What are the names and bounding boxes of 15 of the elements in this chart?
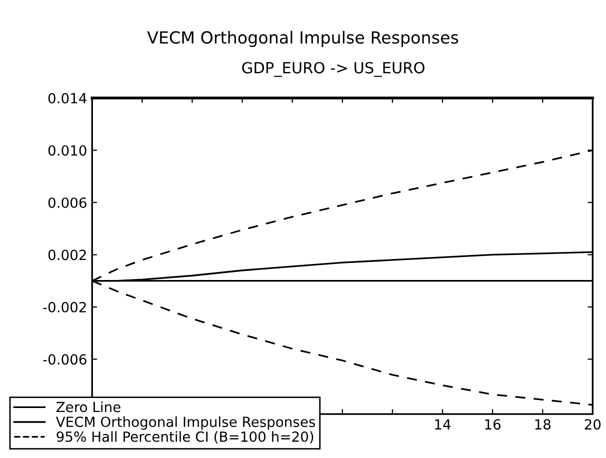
legend-label: VECM Orthogonal Impulse Responses xyxy=(56,416,316,430)
legend-label: Zero Line xyxy=(56,401,120,412)
x-tick-label: 14 xyxy=(435,419,451,430)
x-tick-label: 20 xyxy=(584,419,601,430)
chart-title: VECM Orthogonal Impulse Responses xyxy=(147,30,458,47)
chart-subtitle: GDP_EURO -> US_EURO xyxy=(242,62,424,77)
legend-label: 95% Hall Percentile CI (B=100 h=20) xyxy=(56,431,314,444)
y-tick-label: -0.006 xyxy=(43,354,86,365)
y-tick-label: 0.002 xyxy=(48,250,86,260)
y-tick-label: 0.014 xyxy=(48,92,86,104)
x-tick-label: 16 xyxy=(485,419,501,430)
y-tick-label: -0.002 xyxy=(43,302,86,312)
y-tick-label: 0.010 xyxy=(48,145,86,156)
y-tick-label: 0.006 xyxy=(48,197,86,208)
x-tick-label: 18 xyxy=(535,419,550,430)
